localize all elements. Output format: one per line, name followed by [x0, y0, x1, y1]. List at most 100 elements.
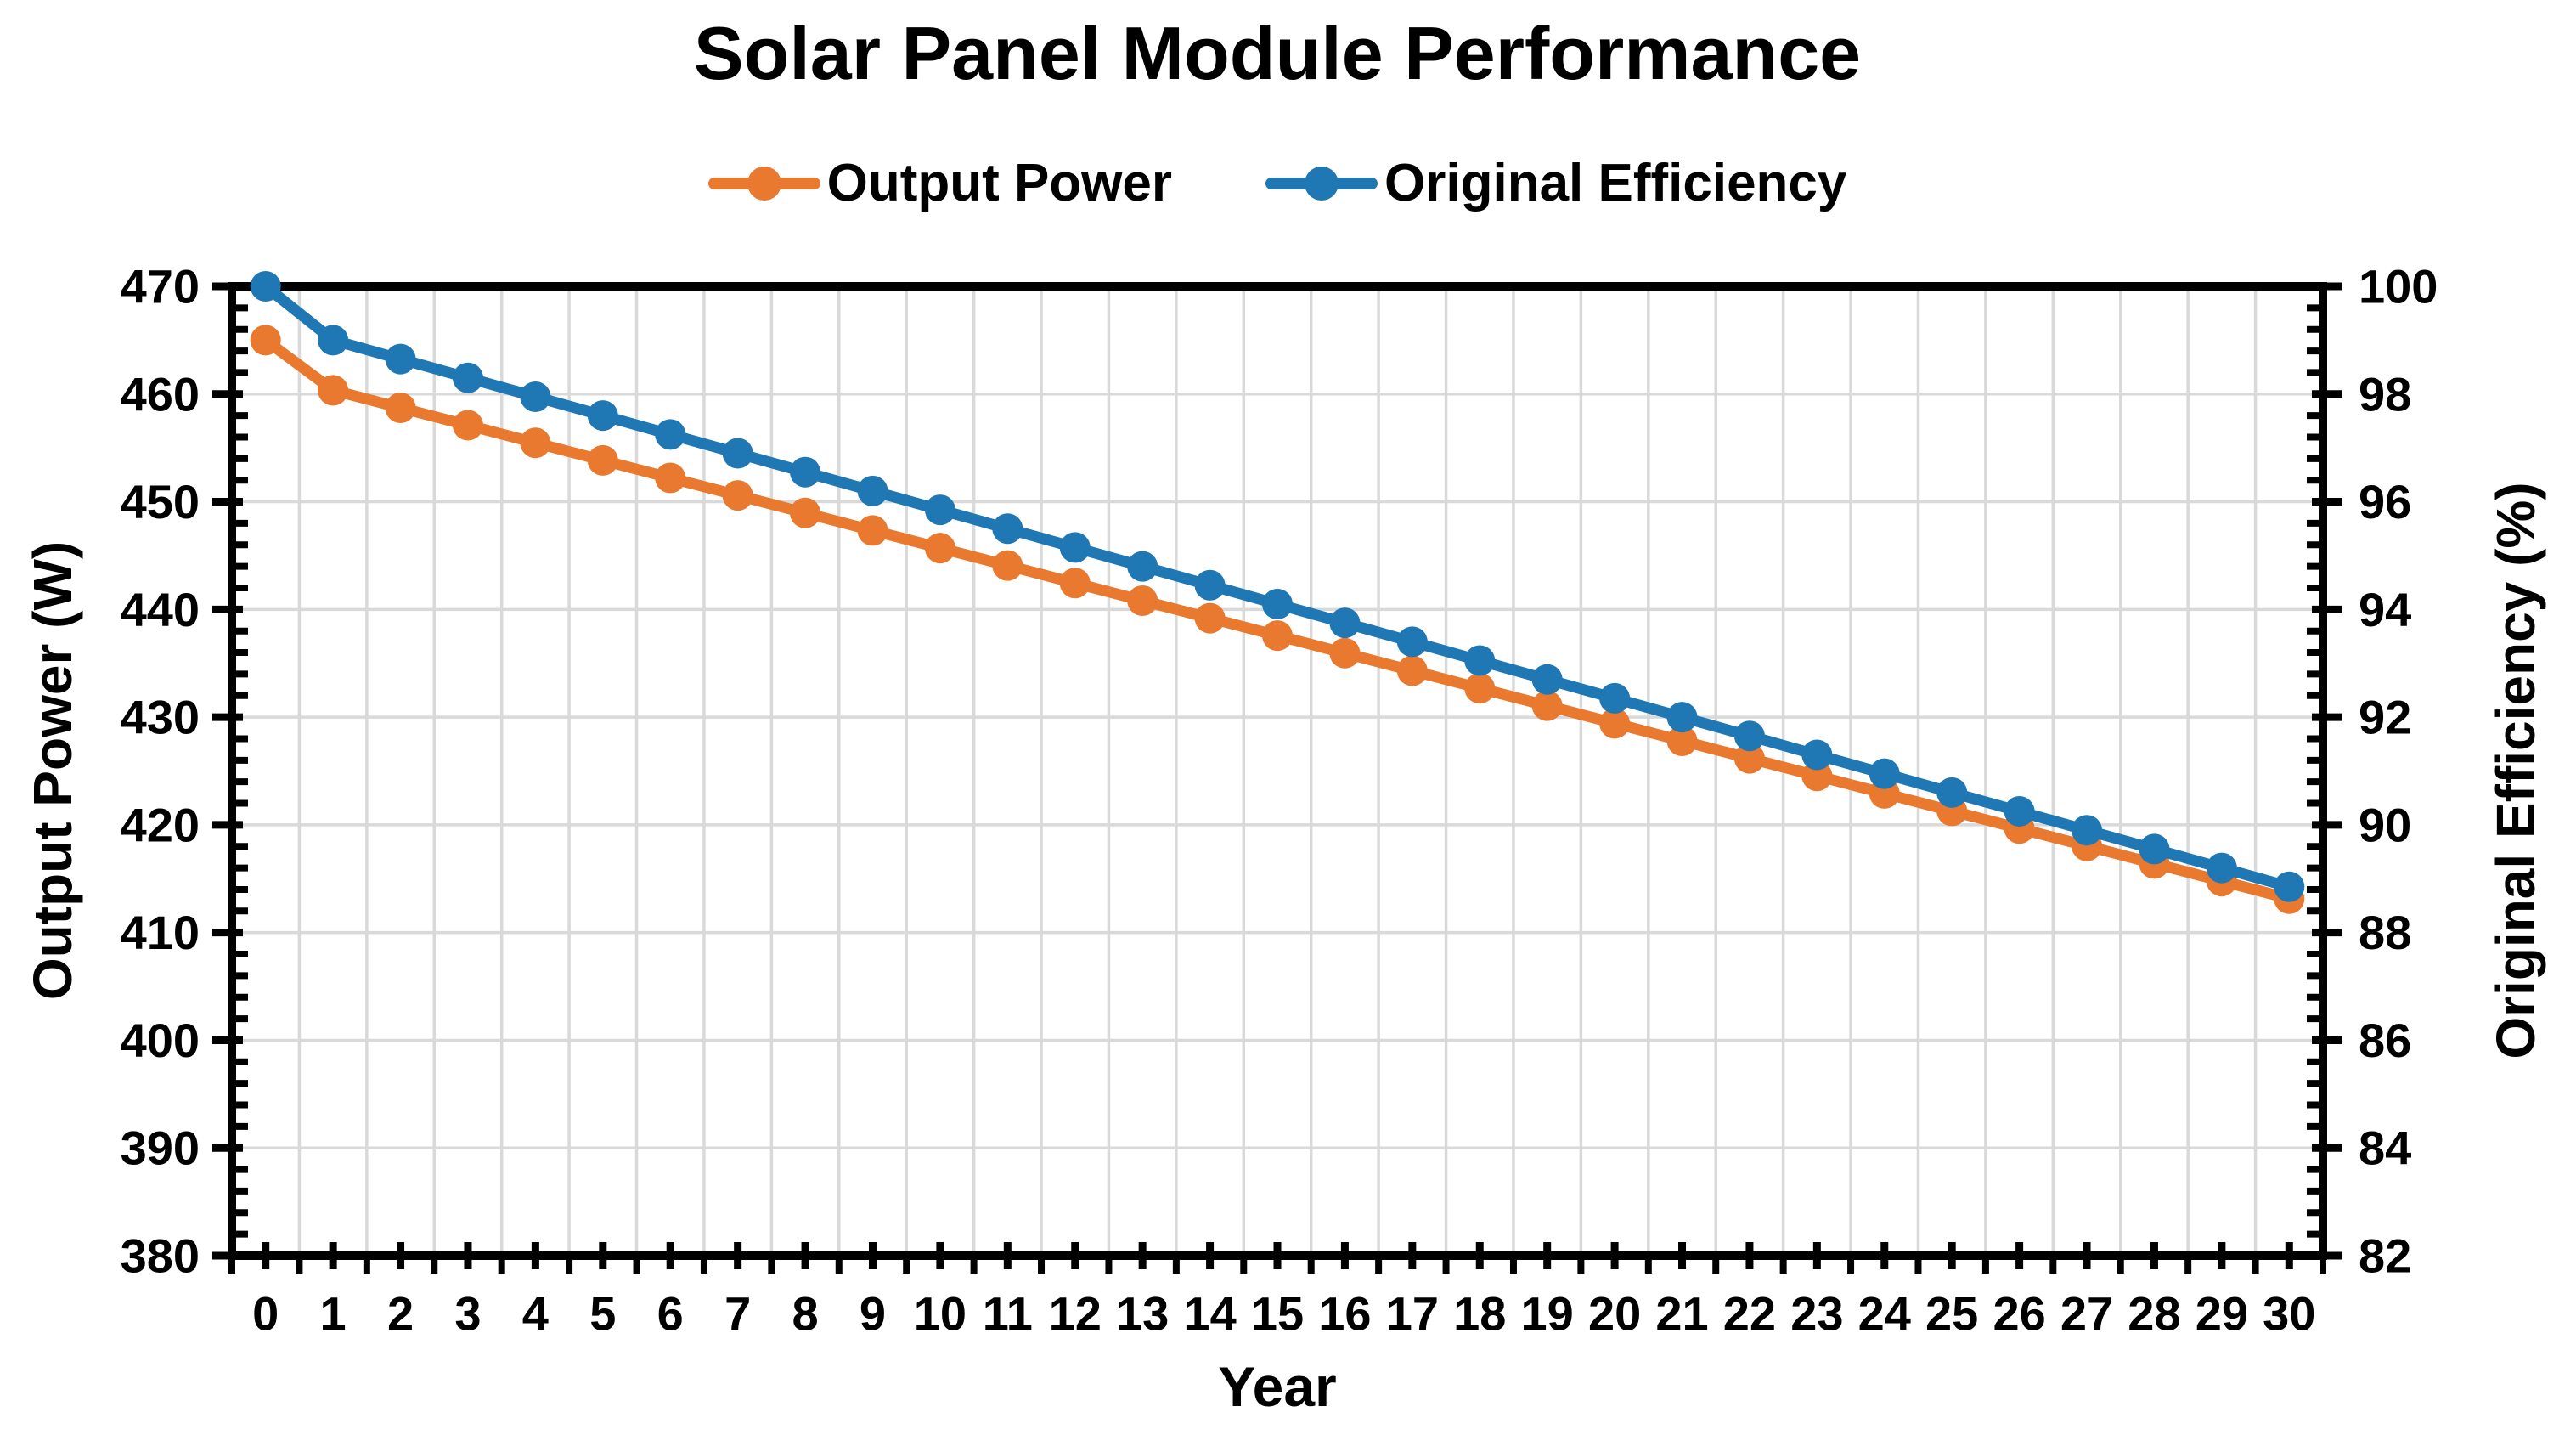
line-marker-icon — [1265, 166, 1378, 201]
marker-dot-icon — [747, 166, 781, 201]
data-point-marker — [452, 410, 483, 441]
x-tick-label: 22 — [1723, 1287, 1776, 1341]
legend-label-original-efficiency: Original Efficiency — [1384, 154, 1847, 212]
y-right-tick-label: 82 — [2359, 1229, 2411, 1283]
data-point-marker — [1127, 551, 1158, 582]
y-right-axis-title: Original Efficiency (%) — [2485, 482, 2546, 1059]
data-point-marker — [655, 462, 686, 494]
data-point-marker — [318, 325, 349, 356]
x-tick-label: 5 — [589, 1287, 616, 1341]
x-tick-label: 9 — [860, 1287, 886, 1341]
x-tick-label: 27 — [2060, 1287, 2113, 1341]
data-point-marker — [1733, 720, 1765, 752]
x-tick-label: 6 — [657, 1287, 684, 1341]
data-point-marker — [385, 343, 416, 375]
legend-item-output-power: Output Power — [707, 153, 1173, 213]
y-left-tick-label: 450 — [121, 475, 200, 528]
y-left-tick-label: 470 — [121, 260, 200, 313]
data-point-marker — [2139, 833, 2170, 865]
data-point-marker — [1733, 743, 1765, 774]
data-point-marker — [1464, 645, 1496, 676]
data-point-marker — [1194, 602, 1226, 634]
data-point-marker — [992, 550, 1023, 581]
data-point-marker — [1059, 532, 1091, 563]
x-tick-label: 30 — [2263, 1287, 2315, 1341]
x-tick-label: 25 — [1925, 1287, 1978, 1341]
y-right-tick-label: 84 — [2359, 1121, 2411, 1175]
data-point-marker — [1262, 588, 1293, 619]
x-tick-label: 26 — [1993, 1287, 2045, 1341]
legend-label-output-power: Output Power — [826, 154, 1173, 212]
y-right-tick-label: 94 — [2359, 583, 2411, 636]
data-point-marker — [318, 375, 349, 406]
y-right-tick-label: 98 — [2359, 367, 2411, 421]
data-point-marker — [1936, 777, 1968, 808]
data-point-marker — [587, 400, 618, 432]
data-point-marker — [924, 494, 955, 526]
x-tick-label: 3 — [454, 1287, 481, 1341]
data-point-marker — [1329, 637, 1361, 669]
data-point-marker — [1396, 655, 1428, 686]
x-tick-label: 20 — [1588, 1287, 1641, 1341]
x-tick-label: 0 — [252, 1287, 279, 1341]
y-left-tick-label: 440 — [121, 583, 200, 636]
y-left-tick-label: 380 — [121, 1229, 200, 1283]
y-right-tick-label: 88 — [2359, 906, 2411, 959]
y-left-tick-label: 420 — [121, 798, 200, 851]
x-tick-label: 29 — [2196, 1287, 2248, 1341]
y-left-tick-label: 460 — [121, 367, 200, 421]
legend: Output Power Original Efficiency — [232, 143, 2323, 223]
x-tick-label: 16 — [1318, 1287, 1371, 1341]
data-point-marker — [790, 456, 821, 488]
x-tick-label: 1 — [320, 1287, 347, 1341]
y-right-tick-label: 96 — [2359, 475, 2411, 528]
data-point-marker — [790, 497, 821, 528]
data-point-marker — [1869, 758, 1900, 789]
x-tick-label: 12 — [1049, 1287, 1102, 1341]
data-point-marker — [2004, 796, 2035, 827]
y-right-tick-label: 86 — [2359, 1014, 2411, 1067]
data-point-marker — [1464, 673, 1496, 704]
data-point-marker — [1127, 585, 1158, 616]
y-left-tick-label: 390 — [121, 1121, 200, 1175]
x-tick-label: 8 — [792, 1287, 818, 1341]
data-point-marker — [857, 475, 888, 506]
data-point-marker — [857, 515, 888, 546]
x-tick-label: 15 — [1251, 1287, 1304, 1341]
data-point-marker — [722, 438, 753, 469]
chart-title: Solar Panel Module Performance — [693, 11, 1862, 95]
data-point-marker — [1801, 739, 1833, 771]
x-tick-label: 2 — [387, 1287, 414, 1341]
data-point-marker — [1396, 626, 1428, 658]
data-point-marker — [992, 513, 1023, 545]
data-point-marker — [1599, 708, 1631, 739]
data-point-marker — [520, 381, 551, 412]
data-point-marker — [1666, 702, 1698, 733]
data-point-marker — [1666, 726, 1698, 757]
marker-dot-icon — [1305, 166, 1339, 201]
x-tick-label: 13 — [1116, 1287, 1169, 1341]
data-point-marker — [250, 271, 281, 302]
data-point-marker — [924, 533, 955, 564]
x-tick-label: 11 — [983, 1287, 1033, 1341]
x-tick-label: 14 — [1183, 1287, 1236, 1341]
data-point-marker — [1531, 664, 1563, 695]
x-tick-label: 7 — [724, 1287, 751, 1341]
y-left-tick-label: 410 — [121, 906, 200, 959]
data-point-marker — [1329, 607, 1361, 639]
data-point-marker — [722, 480, 753, 511]
data-point-marker — [2072, 815, 2103, 846]
data-point-marker — [520, 427, 551, 459]
x-tick-label: 19 — [1521, 1287, 1574, 1341]
x-tick-label: 17 — [1386, 1287, 1439, 1341]
data-point-marker — [1531, 690, 1563, 721]
y-right-tick-label: 92 — [2359, 691, 2411, 744]
data-point-marker — [1059, 568, 1091, 599]
data-point-marker — [1599, 682, 1631, 714]
data-point-marker — [587, 444, 618, 476]
line-marker-icon — [707, 166, 820, 201]
legend-item-original-efficiency: Original Efficiency — [1265, 153, 1846, 213]
x-axis-title: Year — [1218, 1355, 1337, 1418]
x-tick-label: 23 — [1790, 1287, 1843, 1341]
